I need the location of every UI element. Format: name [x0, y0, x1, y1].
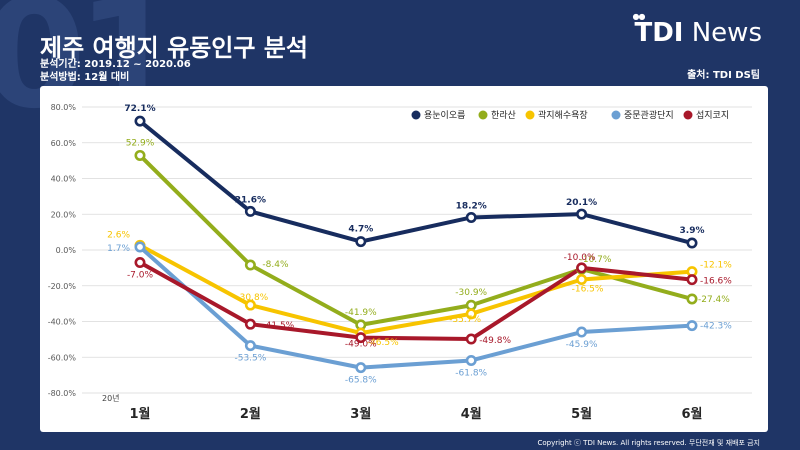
source-label: 출처: TDI DS팀	[687, 70, 760, 81]
data-point	[465, 211, 477, 223]
data-point	[134, 149, 146, 161]
analysis-meta: 분석기간: 2019.12 ~ 2020.06 분석방법: 12월 대비	[40, 58, 191, 84]
y-tick-label: -40.0%	[48, 318, 77, 327]
page-title: 제주 여행지 유동인구 분석	[40, 34, 308, 62]
y-tick-label: 0.0%	[56, 246, 77, 255]
line-chart: 80.0% 60.0% 40.0% 20.0% 0.0% -20.0% -40.0% -60.…	[48, 103, 752, 422]
data-label: -65.8%	[345, 376, 377, 386]
x-tick-label: 4월	[461, 406, 482, 422]
brand-bold: TDI	[634, 18, 684, 48]
data-point	[355, 236, 367, 248]
data-label: -8.4%	[262, 260, 289, 270]
data-label: -41.5%	[262, 321, 294, 331]
y-tick-label: -60.0%	[48, 353, 77, 362]
data-label: -35.7%	[449, 315, 481, 325]
legend-marker	[411, 110, 421, 120]
data-point	[355, 332, 367, 344]
data-label: -42.3%	[700, 322, 732, 332]
data-label: -49.8%	[479, 336, 511, 346]
data-point	[465, 354, 477, 366]
y-tick-label: -20.0%	[48, 282, 77, 291]
series-line	[138, 260, 694, 342]
copyright-notice: Copyright ⓒ TDI News. All rights reserve…	[537, 439, 760, 447]
data-label: 72.1%	[124, 104, 155, 114]
brand-light: News	[691, 18, 762, 48]
y-tick-label: 60.0%	[51, 139, 77, 148]
x-tick-label: 5월	[571, 406, 592, 422]
data-label: -10.0%	[564, 253, 596, 263]
x-tick-label: 3월	[350, 406, 371, 422]
data-point	[465, 333, 477, 345]
y-tick-label: -80.0%	[48, 389, 77, 398]
legend-marker	[683, 110, 693, 120]
data-label: 20.1%	[566, 198, 597, 208]
data-point	[355, 362, 367, 374]
data-label: 18.2%	[456, 201, 487, 211]
data-label: -30.8%	[236, 293, 268, 303]
data-point	[244, 340, 256, 352]
data-point	[686, 320, 698, 332]
chart-panel: 80.0% 60.0% 40.0% 20.0% 0.0% -20.0% -40.0% -60.…	[40, 86, 768, 432]
year-label: 20년	[102, 393, 120, 403]
data-label: 52.9%	[126, 138, 155, 148]
data-point	[244, 259, 256, 271]
data-point	[576, 273, 588, 285]
data-label: -61.8%	[455, 368, 487, 378]
series-line	[138, 119, 694, 246]
data-point	[576, 262, 588, 274]
data-label: -10.7%	[580, 255, 612, 265]
data-point	[576, 326, 588, 338]
y-tick-label: 80.0%	[51, 103, 77, 112]
data-label: -45.9%	[566, 340, 598, 350]
legend-entry: 중문관광단지	[624, 109, 674, 121]
data-label: -30.9%	[455, 288, 487, 298]
data-label: -53.5%	[234, 354, 266, 364]
data-label: 2.6%	[107, 230, 130, 240]
data-label: -12.1%	[700, 261, 732, 271]
data-point	[244, 318, 256, 330]
legend-marker	[478, 110, 488, 120]
data-label: -7.0%	[127, 271, 154, 281]
data-label: -27.4%	[698, 295, 730, 305]
x-tick-label: 2월	[240, 406, 261, 422]
data-point	[686, 293, 698, 305]
data-label: -41.9%	[345, 308, 377, 318]
data-label: -46.5%	[367, 338, 399, 348]
legend-entry: 한라산	[491, 110, 516, 121]
data-point	[244, 205, 256, 217]
analysis-method: 분석방법: 12월 대비	[40, 72, 130, 83]
legend-entry: 곽지해수욕장	[538, 109, 588, 121]
series-line	[138, 243, 694, 336]
data-point	[134, 257, 146, 269]
x-tick-label: 6월	[681, 406, 702, 422]
data-label: 3.9%	[680, 226, 705, 236]
legend-entry: 섭지코지	[696, 110, 729, 121]
data-label: -16.6%	[700, 277, 732, 287]
x-tick-label: 1월	[129, 406, 150, 422]
series-line	[138, 153, 694, 327]
data-point	[134, 241, 146, 253]
data-point	[465, 299, 477, 311]
data-point	[244, 299, 256, 311]
legend-marker	[611, 110, 621, 120]
data-label: 4.7%	[348, 225, 373, 235]
data-label: 1.7%	[107, 244, 130, 254]
data-point	[686, 274, 698, 286]
data-point	[576, 208, 588, 220]
logo-dots-icon: ●●	[632, 12, 645, 21]
y-tick-label: 40.0%	[51, 175, 77, 184]
y-tick-label: 20.0%	[51, 210, 77, 219]
legend-marker	[525, 110, 535, 120]
data-label: 21.6%	[235, 195, 266, 205]
data-label: -16.5%	[572, 284, 604, 294]
data-point	[465, 308, 477, 320]
data-label: -49.0%	[345, 340, 377, 350]
brand-logo: ●● TDI News	[632, 12, 762, 48]
data-point	[134, 115, 146, 127]
legend-entry: 용눈이오름	[424, 110, 465, 121]
analysis-period: 분석기간: 2019.12 ~ 2020.06	[40, 59, 191, 70]
data-point	[686, 237, 698, 249]
series-line	[138, 244, 694, 370]
